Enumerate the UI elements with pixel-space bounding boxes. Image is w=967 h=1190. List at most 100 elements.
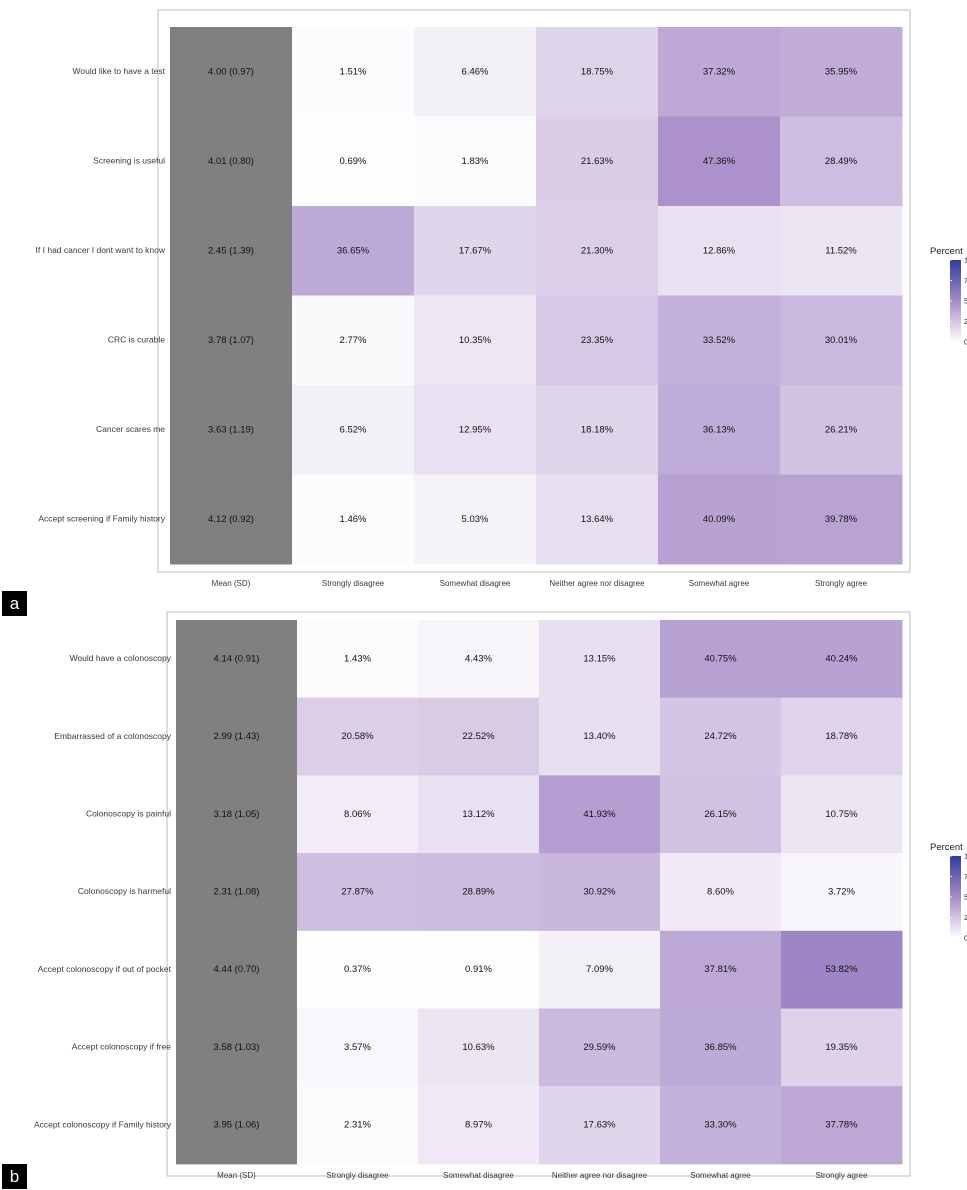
cell-value-label: 21.63% [581, 156, 614, 167]
cell-value-label: 12.95% [459, 424, 492, 435]
cell-value-label: 41.93% [583, 809, 616, 820]
heatmap-cell [658, 385, 781, 475]
cell-value-label: 28.89% [462, 886, 495, 897]
mean-cell [170, 474, 292, 565]
heatmap-cell [660, 620, 782, 699]
mean-cell [176, 930, 297, 1009]
cell-value-label: 8.06% [344, 809, 371, 820]
heatmap-cell [414, 474, 537, 565]
heatmap-cell [297, 620, 419, 699]
heatmap-cell [292, 116, 415, 207]
column-label-strongly-agree: Strongly agree [815, 579, 868, 588]
column-label-somewhat-disagree: Somewhat disagree [443, 1171, 514, 1180]
heatmap-cell [780, 474, 903, 565]
cell-value-label: 8.97% [465, 1120, 492, 1131]
heatmap-cell [297, 697, 419, 776]
mean-sd-label: 3.78 (1.07) [208, 335, 254, 346]
cell-value-label: 17.63% [583, 1120, 616, 1131]
cell-value-label: 0.37% [344, 964, 371, 975]
column-label-somewhat-agree: Somewhat agree [690, 1171, 751, 1180]
cell-value-label: 18.75% [581, 66, 614, 77]
row-label-accept-colonoscopy-if-free: Accept colonoscopy if free [72, 1042, 171, 1052]
cell-value-label: 13.40% [583, 731, 616, 742]
mean-sd-label: 3.58 (1.03) [214, 1042, 260, 1053]
row-label-embarrassed-of-a-colonoscopy: Embarrassed of a colonoscopy [54, 731, 171, 741]
column-label-strongly-disagree: Strongly disagree [326, 1171, 389, 1180]
heatmap-cell [781, 697, 903, 776]
panel-frame [157, 9, 911, 573]
cell-value-label: 21.30% [581, 245, 614, 256]
heatmap-cell [539, 620, 661, 699]
mean-sd-label: 4.01 (0.80) [208, 156, 254, 167]
heatmap-cell [781, 853, 903, 932]
cell-value-label: 23.35% [581, 335, 614, 346]
heatmap-cell [660, 930, 782, 1009]
legend-tick-label: 0 [964, 338, 967, 347]
mean-sd-label: 3.95 (1.06) [214, 1120, 260, 1131]
column-label-strongly-disagree: Strongly disagree [322, 579, 385, 588]
panel-tag-box [2, 1164, 27, 1189]
legend-tick-label: 0 [964, 934, 967, 943]
heatmap-cell [780, 206, 903, 296]
cell-value-label: 10.35% [459, 335, 492, 346]
row-label-cancer-scares-me: Cancer scares me [96, 424, 165, 434]
mean-cell [170, 385, 292, 475]
heatmap-cell [658, 116, 781, 207]
cell-value-label: 33.30% [704, 1120, 737, 1131]
cell-value-label: 13.15% [583, 653, 616, 664]
cell-value-label: 5.03% [462, 514, 489, 525]
cell-value-label: 40.75% [704, 653, 737, 664]
cell-value-label: 12.86% [703, 245, 736, 256]
panel-tag-box [2, 591, 27, 616]
legend-tick-label: 50 [964, 297, 967, 306]
legend-tick-label: 25 [964, 913, 967, 922]
mean-sd-label: 2.99 (1.43) [214, 731, 260, 742]
cell-value-label: 13.64% [581, 514, 614, 525]
heatmap-cell [418, 775, 540, 854]
cell-value-label: 40.09% [703, 514, 736, 525]
column-label-somewhat-agree: Somewhat agree [689, 579, 750, 588]
heatmap-cell [781, 1008, 903, 1087]
cell-value-label: 13.12% [462, 809, 495, 820]
heatmap-cell [539, 930, 661, 1009]
heatmap-cell [658, 295, 781, 386]
panel-tag-label: a [10, 594, 20, 613]
heatmap-cell [536, 27, 659, 117]
cell-value-label: 37.81% [704, 964, 737, 975]
heatmap-cell [781, 930, 903, 1009]
cell-value-label: 30.01% [825, 335, 858, 346]
heatmap-cell [297, 1086, 419, 1165]
heatmap-cell [539, 1008, 661, 1087]
row-label-accept-colonoscopy-if-family-history: Accept colonoscopy if Family history [34, 1119, 172, 1129]
heatmap-cell [780, 116, 903, 207]
heatmap-cell [658, 474, 781, 565]
heatmap-cell [780, 27, 903, 117]
row-label-crc-is-curable: CRC is curable [108, 335, 165, 345]
cell-value-label: 30.92% [583, 886, 616, 897]
legend-colorbar [950, 260, 961, 342]
mean-sd-label: 2.31 (1.08) [214, 886, 260, 897]
cell-value-label: 24.72% [704, 731, 737, 742]
cell-value-label: 10.75% [825, 809, 858, 820]
heatmap-cell [414, 295, 537, 386]
heatmap-cell [414, 385, 537, 475]
row-label-colonoscopy-is-painful: Colonoscopy is painful [86, 809, 171, 819]
cell-value-label: 36.65% [337, 245, 370, 256]
heatmap-cell [660, 1008, 782, 1087]
mean-sd-label: 4.14 (0.91) [214, 653, 260, 664]
heatmap-cell [539, 697, 661, 776]
heatmap-panel-a: 4.00 (0.97) 1.51% 6.46% 18.75% 37.32% 35.95% W… [2, 9, 967, 616]
legend-title: Percent [930, 842, 963, 853]
heatmap-cell [780, 385, 903, 475]
mean-sd-label: 4.44 (0.70) [214, 964, 260, 975]
heatmap-cell [781, 1086, 903, 1165]
mean-cell [170, 27, 292, 117]
heatmap-cell [292, 385, 415, 475]
cell-value-label: 3.72% [828, 886, 855, 897]
cell-value-label: 0.69% [340, 156, 367, 167]
legend-tick-label: 75 [964, 872, 967, 881]
mean-cell [176, 1008, 297, 1087]
mean-sd-label: 3.63 (1.19) [208, 424, 254, 435]
cell-value-label: 35.95% [825, 66, 858, 77]
